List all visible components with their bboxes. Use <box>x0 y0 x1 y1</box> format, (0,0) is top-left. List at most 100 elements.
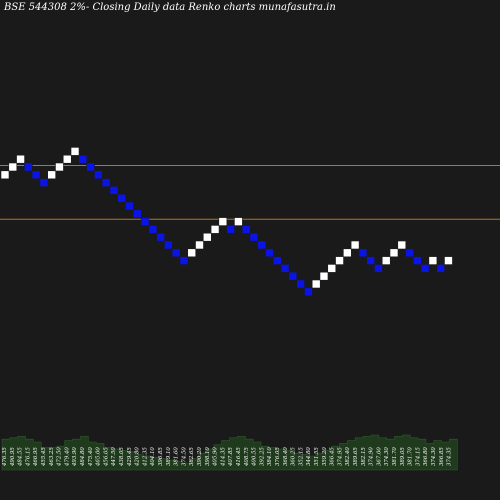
renko-brick <box>272 256 282 265</box>
volume-label: 366.85 <box>439 447 445 466</box>
renko-brick <box>55 162 64 172</box>
renko-brick <box>16 154 25 164</box>
renko-brick <box>436 264 445 273</box>
volume-label: 389.10 <box>166 447 172 466</box>
volume-label: 374.50 <box>181 447 187 466</box>
volume-label: 400.55 <box>252 447 258 467</box>
renko-brick <box>94 170 103 180</box>
renko-brick <box>444 256 453 265</box>
volume-label: 476.35 <box>2 447 8 467</box>
renko-brick <box>171 248 181 258</box>
volume-area <box>1 434 458 471</box>
volume-label: 367.00 <box>376 447 382 466</box>
volume-label: 438.05 <box>119 447 125 467</box>
volume-label: 412.35 <box>142 447 148 467</box>
renko-brick <box>366 256 375 265</box>
volume-label: 456.05 <box>103 447 109 467</box>
renko-brick <box>257 240 267 250</box>
volume-label: 352.15 <box>298 447 304 466</box>
renko-brick <box>125 201 134 211</box>
renko-brick <box>202 232 212 242</box>
volume-label: 476.15 <box>25 447 31 467</box>
renko-brick <box>31 170 41 180</box>
renko-brick <box>156 232 165 242</box>
volume-label: 389.05 <box>400 447 406 466</box>
renko-brick <box>226 225 235 234</box>
renko-brick <box>335 256 344 265</box>
renko-brick <box>0 170 10 180</box>
volume-label: 351.55 <box>314 447 320 466</box>
renko-brick <box>117 193 126 203</box>
renko-brick <box>86 162 95 172</box>
volume-label: 414.35 <box>220 447 226 467</box>
volume-label: 396.85 <box>158 447 164 466</box>
renko-brick <box>374 264 383 273</box>
renko-brick <box>389 248 399 258</box>
volume-label: 374.90 <box>369 447 375 466</box>
volume-label: 390.20 <box>197 447 203 466</box>
volume-label: 381.60 <box>174 447 180 466</box>
renko-brick <box>195 240 204 250</box>
renko-brick <box>70 147 80 156</box>
volume-label: 465.00 <box>96 447 102 467</box>
renko-brick <box>39 178 49 187</box>
renko-brick <box>280 264 290 273</box>
volume-label: 404.10 <box>150 447 156 467</box>
renko-brick <box>304 287 313 297</box>
renko-brick <box>78 154 88 164</box>
renko-brick <box>343 248 352 258</box>
renko-brick <box>109 186 119 195</box>
renko-brick <box>47 170 56 180</box>
renko-brick <box>24 162 33 172</box>
volume-label: 408.75 <box>244 447 250 467</box>
volume-label: 374.30 <box>384 447 390 466</box>
renko-brick <box>288 271 298 281</box>
renko-brick <box>405 248 414 258</box>
renko-brick <box>381 256 391 265</box>
volume-label: 493.90 <box>72 447 78 467</box>
renko-brick <box>210 225 220 234</box>
renko-brick <box>397 240 407 250</box>
volume-label: 429.45 <box>127 447 133 467</box>
renko-brick <box>327 264 337 273</box>
renko-brick <box>164 240 173 250</box>
volume-label: 389.65 <box>353 447 359 466</box>
volume-label: 484.55 <box>18 447 24 467</box>
volume-label: 368.40 <box>283 447 289 466</box>
volume-label: 479.40 <box>64 447 70 467</box>
renko-brick <box>218 217 228 226</box>
volume-label: 382.65 <box>189 447 195 466</box>
volume-label: 475.40 <box>88 447 94 467</box>
renko-brick <box>296 279 305 289</box>
volume-label: 382.40 <box>345 447 351 466</box>
volume-label: 392.25 <box>259 447 265 466</box>
volume-label: 490.95 <box>10 447 16 467</box>
renko-brick <box>311 279 321 289</box>
renko-brick <box>101 178 111 187</box>
renko-brick <box>8 162 18 172</box>
renko-brick <box>132 209 142 219</box>
volume-label: 374.15 <box>415 447 421 466</box>
chart-title: BSE 544308 2%- Closing Daily data Renko … <box>4 2 336 13</box>
renko-brick <box>350 240 360 250</box>
volume-label: 455.45 <box>41 447 47 467</box>
volume-label: 484.80 <box>80 447 86 467</box>
renko-brick <box>187 248 197 258</box>
volume-label: 420.80 <box>135 447 141 467</box>
volume-label: 360.25 <box>291 447 297 466</box>
renko-brick <box>358 248 368 258</box>
renko-brick <box>62 154 72 164</box>
renko-brick <box>428 256 438 265</box>
volume-label: 344.80 <box>306 447 312 466</box>
volume-label: 472.50 <box>57 447 63 467</box>
renko-brick <box>420 264 430 273</box>
volume-label: 463.25 <box>49 447 55 467</box>
renko-brick <box>140 217 150 226</box>
volume-label: 374.35 <box>447 447 453 466</box>
volume-label: 374.30 <box>431 447 437 466</box>
volume-label: 447.50 <box>111 447 117 467</box>
volume-label: 416.45 <box>236 447 242 467</box>
volume-label: 374.95 <box>337 447 343 466</box>
volume-label: 376.05 <box>275 447 281 466</box>
renko-brick <box>413 256 422 265</box>
